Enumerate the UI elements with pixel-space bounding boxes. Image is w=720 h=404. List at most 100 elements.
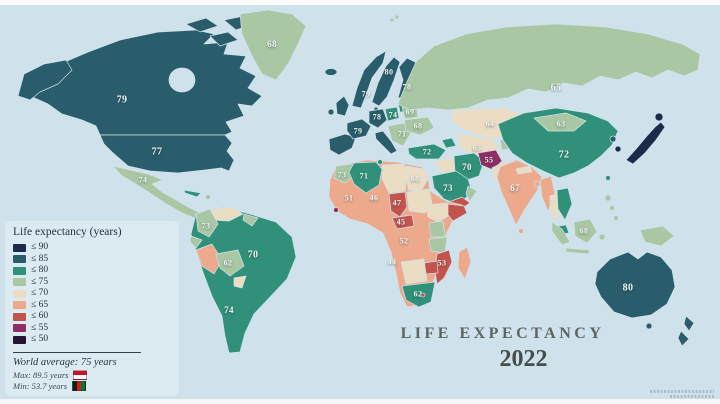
country-canada — [29, 29, 263, 136]
country-poland — [384, 106, 400, 122]
legend-label-b80: ≤ 80 — [31, 265, 49, 275]
legend-row-b70: ≤ 70 — [13, 288, 171, 299]
country-paraguay — [233, 275, 247, 289]
legend-label-b75: ≤ 75 — [31, 276, 49, 287]
legend-label-b60: ≤ 60 — [31, 311, 49, 321]
country-indonesia — [551, 218, 606, 255]
legend-swatch-b65 — [13, 301, 26, 310]
country-south-africa — [401, 281, 436, 308]
hudson-bay — [168, 67, 196, 93]
legend-swatch-b70 — [13, 289, 26, 298]
legend-label-b70: ≤ 70 — [31, 288, 49, 298]
country-iceland — [324, 68, 338, 76]
country-caucasus — [441, 137, 457, 149]
legend-label-b65: ≤ 65 — [31, 299, 49, 310]
country-germany — [368, 108, 388, 129]
legend-row-b75: ≤ 75 — [13, 276, 171, 288]
country-central-african-republic — [391, 214, 415, 230]
country-ethiopia — [425, 202, 454, 223]
country-iberia — [328, 133, 357, 156]
country-colombia — [195, 208, 219, 238]
country-taiwan — [605, 175, 611, 181]
country-turkey — [407, 143, 447, 160]
svalbard — [389, 14, 400, 23]
afghanistan-flag-icon — [72, 380, 87, 391]
legend-swatch-b50 — [13, 335, 26, 344]
country-france — [346, 118, 372, 140]
country-tanzania — [428, 236, 448, 254]
country-italy — [374, 130, 398, 155]
watermark — [650, 388, 714, 398]
legend-label-b85: ≤ 85 — [31, 253, 49, 264]
legend-label-b50: ≤ 50 — [31, 334, 49, 344]
legend-swatch-b75 — [13, 278, 26, 287]
map-title-year: 2022 — [499, 346, 548, 372]
country-saudi-arabia — [431, 170, 473, 206]
min-text: Min: 53.7 years — [13, 380, 68, 391]
country-australia — [594, 251, 676, 319]
country-bolivia — [215, 249, 245, 277]
min-row: Min: 53.7 years — [13, 380, 171, 391]
monaco-flag-icon — [73, 369, 88, 380]
country-nepal — [515, 165, 533, 175]
country-north-korea — [609, 135, 617, 143]
legend-swatch-b80 — [13, 266, 26, 275]
legend-row-b55: ≤ 55 — [13, 322, 171, 334]
country-greenland — [239, 9, 307, 81]
country-japan — [625, 121, 666, 165]
map-title: LIFE EXPECTANCY 2022 — [400, 325, 605, 373]
country-cuba — [183, 189, 202, 198]
max-text: Max: 89.5 years — [13, 369, 69, 380]
legend-swatch-b60 — [13, 312, 26, 321]
world-average-text: World average: 75 years — [13, 356, 117, 368]
country-mongolia — [533, 112, 587, 132]
legend-row-b50: ≤ 50 — [13, 334, 171, 345]
country-ireland — [327, 108, 335, 116]
country-peru — [195, 243, 223, 275]
country-bangladesh — [533, 180, 541, 188]
country-lesotho — [420, 292, 426, 298]
country-kenya — [428, 220, 446, 238]
country-india — [496, 159, 543, 226]
country-hispaniola — [205, 194, 211, 200]
country-ukraine — [403, 116, 435, 136]
country-south-korea — [614, 145, 622, 153]
country-somalia — [447, 203, 468, 222]
country-united-states — [99, 134, 235, 174]
country-oman — [465, 185, 478, 202]
country-sweden — [371, 56, 401, 107]
country-norway — [351, 50, 387, 109]
country-guinea — [333, 207, 339, 213]
watermark-line — [650, 390, 714, 393]
legend-label-b55: ≤ 55 — [31, 322, 49, 333]
country-new-zealand — [677, 315, 695, 347]
country-algeria — [348, 161, 383, 194]
legend-row-b65: ≤ 65 — [13, 299, 171, 311]
legend-panel: Life expectancy (years) ≤ 90 ≤ 85 ≤ 80 ≤ 75… — [5, 221, 179, 396]
country-united-kingdom — [335, 95, 350, 117]
country-alaska — [17, 59, 73, 101]
map-title-text: LIFE EXPECTANCY — [400, 325, 605, 342]
watermark-line — [670, 395, 714, 398]
country-sri-lanka — [518, 228, 524, 234]
legend-swatch-b90 — [13, 243, 26, 252]
top-border — [0, 0, 720, 5]
max-row: Max: 89.5 years — [13, 369, 171, 380]
legend-row-b90: ≤ 90 — [13, 242, 171, 253]
legend-label-b90: ≤ 90 — [31, 242, 49, 252]
country-china — [497, 107, 619, 179]
country-libya — [381, 163, 409, 194]
country-tasmania — [645, 322, 653, 330]
country-philippines — [604, 194, 619, 221]
country-tunisia — [377, 159, 383, 165]
country-ecuador — [189, 235, 203, 249]
country-russia — [397, 23, 701, 111]
legend-row-b60: ≤ 60 — [13, 311, 171, 322]
legend-items: ≤ 90 ≤ 85 ≤ 80 ≤ 75 ≤ 70 ≤ 65 ≤ 60 ≤ 55 ≤ 50 — [13, 242, 171, 345]
country-chad — [388, 191, 408, 218]
country-guyanas — [242, 213, 259, 227]
country-egypt — [405, 165, 429, 192]
legend-divider — [13, 351, 141, 353]
